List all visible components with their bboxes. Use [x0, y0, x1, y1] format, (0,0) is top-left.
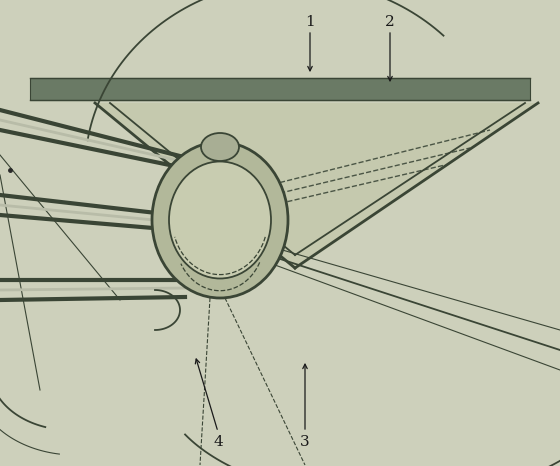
Polygon shape: [95, 103, 540, 270]
Ellipse shape: [201, 133, 239, 161]
Text: 4: 4: [213, 435, 223, 449]
Ellipse shape: [169, 162, 271, 279]
Text: 1: 1: [305, 15, 315, 29]
Ellipse shape: [152, 142, 288, 298]
Polygon shape: [30, 78, 530, 100]
Text: 2: 2: [385, 15, 395, 29]
Text: 3: 3: [300, 435, 310, 449]
